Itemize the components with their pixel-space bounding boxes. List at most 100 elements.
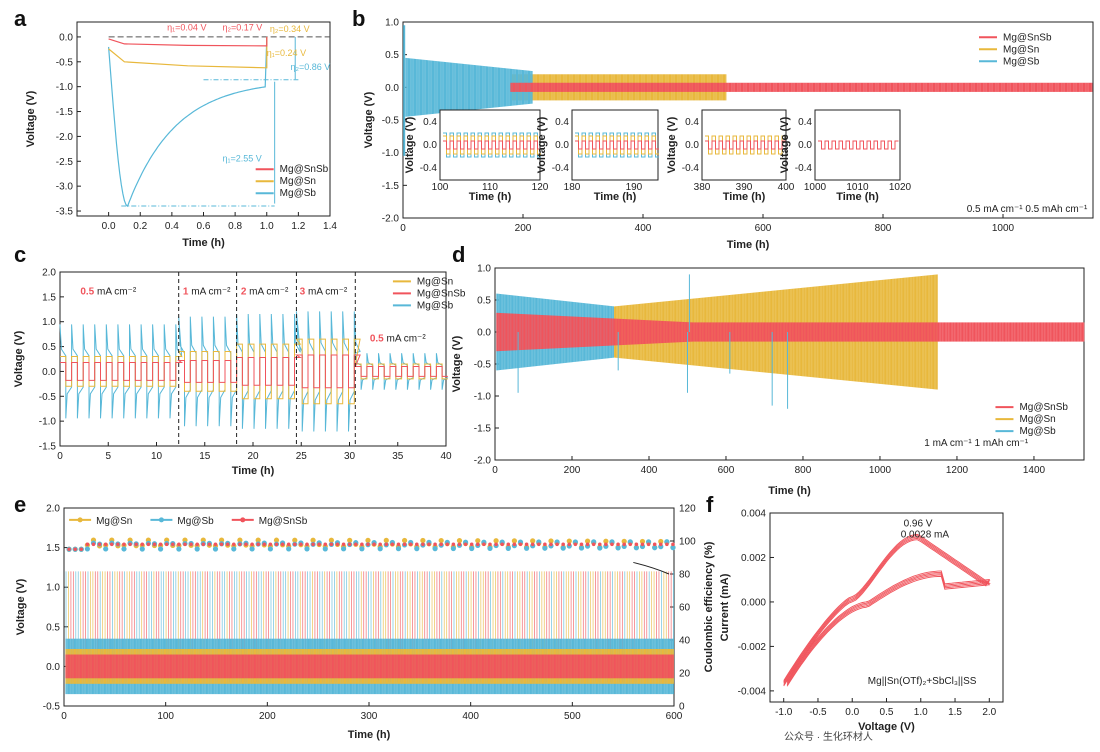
panel-e-y2label: Coulombic efficiency (%) [703,541,715,672]
panel-c-legend: Mg@SnSb [417,288,466,299]
annotation-eta1-sn: η₁=0.24 V [267,48,306,58]
ce-point [573,542,578,547]
y-tick-label: 1.5 [42,292,56,303]
ce-point [420,537,426,544]
ce-point [512,542,517,547]
panel-c-legend: Mg@Sb [417,300,454,311]
ce-point [615,545,621,551]
ce-point [640,542,645,547]
ce-point [256,542,260,547]
x-tick-label: 35 [392,451,404,462]
ce-point [549,542,553,547]
ce-point [273,537,280,543]
inset-x-tick-label: 100 [432,182,449,193]
x-tick-label: 1000 [869,465,892,476]
series-mg-snsb [108,36,268,47]
ce-point [469,542,474,547]
ce-point [542,545,548,551]
ce-point [646,542,651,547]
inset-frame [439,109,541,181]
ce-point [469,545,475,552]
y-tick-label: 1.0 [46,583,60,594]
ce-point [604,542,608,547]
ce-point [121,546,127,552]
inset-x-tick-label: 390 [736,182,753,193]
y-tick-label: 0.0 [385,83,399,94]
inset-frame [814,109,901,181]
rate-label: 0.5 mA cm⁻² [80,286,137,297]
inset-y-tick-label: -0.4 [795,163,813,174]
x-tick-label: 0.2 [133,221,147,232]
ce-point [579,542,584,547]
inset-y-tick-label: -0.4 [682,163,700,174]
peak-current-label: 0.0028 mA [901,529,950,540]
inset-x-tick-label: 120 [532,182,549,193]
inset-x-tick-label: 380 [694,182,711,193]
ce-point [610,542,614,547]
ce-point [91,542,96,547]
ce-point [122,542,126,547]
ce-point [395,546,402,552]
panel-b-xlabel: Time (h) [727,239,770,251]
ce-point [633,545,639,551]
x-tick-label: 0.5 [880,707,894,718]
x-tick-label: 1.0 [914,707,928,718]
ce-point [597,545,603,551]
x-tick-label: 1.2 [291,221,305,232]
ce-point [305,542,309,547]
ce-point [451,542,456,547]
ce-point [475,538,481,544]
y-tick-label: -1.5 [474,424,492,435]
ce-point [274,542,279,547]
x-tick-label: 0 [61,711,67,722]
x-tick-label: 200 [564,465,581,476]
inset-y-tick-label: 0.0 [798,140,812,151]
inset-y-tick-label: 0.0 [555,140,569,151]
x-tick-label: 400 [635,223,652,234]
inset-y-tick-label: 0.0 [423,140,437,151]
ce-point [438,537,444,544]
x-tick-label: 0.8 [228,221,242,232]
ce-point [488,542,492,547]
ce-point [523,545,530,551]
ce-point [408,542,413,547]
legend-marker [240,517,246,523]
x-tick-label: 1.0 [260,221,274,232]
ce-point [140,542,145,547]
panel-b-legend: Mg@Sb [1003,56,1040,67]
y2-tick-label: 20 [679,669,691,680]
ce-point [585,542,590,547]
y-tick-label: 1.0 [42,317,56,328]
x-tick-label: 0 [400,223,406,234]
y-tick-label: 0.5 [385,50,399,61]
x-tick-label: 200 [259,711,276,722]
y-tick-label: 0.000 [741,597,766,608]
watermark-text: 公众号 · 生化环材人 [784,730,873,743]
rate-label: 1 mA cm⁻² [183,286,231,297]
ce-point [421,542,425,547]
x-tick-label: 400 [462,711,479,722]
ce-point [103,542,108,547]
y-tick-label: -0.002 [738,642,767,653]
y-tick-label: -1.5 [39,442,57,453]
ce-point [164,542,169,547]
ce-point [591,542,596,547]
ce-point [335,542,340,547]
ce-point [378,542,382,547]
series-mg-sn [108,36,268,69]
ce-point [475,542,480,547]
ce-point [97,542,102,547]
ce-point [347,542,352,547]
inset-y-tick-label: -0.4 [420,163,438,174]
inset-snsb-trace [443,140,541,150]
ce-point [567,542,572,547]
ce-point [139,546,145,552]
inset-snsb-trace [575,140,659,150]
cell-configuration-label: Mg||Sn(OTf)₂+SbCl₃||SS [868,676,977,687]
panel-a-legend: Mg@Sb [280,188,317,199]
inset-y-tick-label: -0.4 [552,163,570,174]
y-tick-label: -0.5 [382,116,400,127]
panel-letter-f: f [706,492,714,517]
panel-d-legend: Mg@Sb [1019,426,1056,437]
panel-d-legend: Mg@SnSb [1019,402,1068,413]
